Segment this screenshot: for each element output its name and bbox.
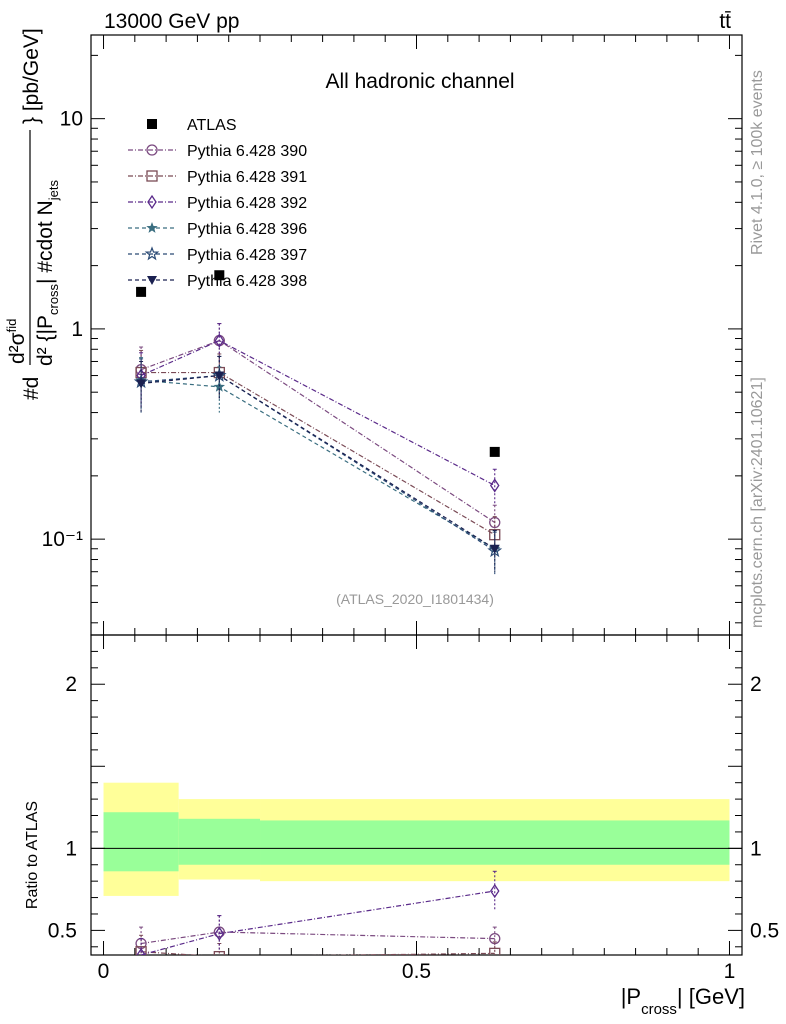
legend-marker — [146, 144, 158, 156]
legend-marker — [147, 276, 157, 285]
series-point — [136, 379, 147, 389]
legend-label: Pythia 6.428 397 — [187, 247, 307, 264]
y-axis-label-lower: Ratio to ATLAS — [24, 801, 41, 909]
ratio-line — [141, 951, 495, 955]
legend-label: Pythia 6.428 398 — [187, 273, 307, 290]
legend-label-atlas: ATLAS — [187, 117, 237, 134]
svg-text:d²σfid: d²σfid — [4, 319, 29, 364]
series-point — [489, 478, 500, 493]
atlas-point — [489, 446, 500, 457]
mcplots-label: mcplots.cern.ch [arXiv:2401.10621] — [749, 377, 766, 628]
y-tick-label-lower-right: 2 — [750, 673, 762, 696]
legend-marker — [146, 170, 158, 182]
legend-marker — [144, 246, 160, 261]
y-tick-label-lower: 0.5 — [48, 919, 77, 942]
legend-marker — [147, 194, 157, 210]
svg-text:} [pb/GeV]: } [pb/GeV] — [20, 28, 43, 124]
ratio-point — [136, 947, 146, 955]
legend-label: Pythia 6.428 391 — [187, 169, 307, 186]
x-tick-label: 0 — [98, 960, 110, 983]
ratio-band-stat — [103, 812, 179, 872]
y-tick-label-lower: 2 — [65, 673, 77, 696]
ratio-point — [489, 947, 501, 955]
series-point — [214, 333, 225, 348]
series-point — [214, 371, 225, 381]
y-tick-label-upper: 10⁻¹ — [42, 528, 83, 551]
series-point — [489, 544, 500, 554]
analysis-tag: (ATLAS_2020_I1801434) — [336, 591, 494, 607]
y-tick-label-upper: 10 — [60, 108, 83, 131]
ratio-point — [214, 926, 225, 941]
legend-label: Pythia 6.428 390 — [187, 143, 307, 160]
chart-title: All hadronic channel — [325, 70, 514, 93]
ratio-series-group — [135, 870, 501, 955]
legend: ATLAS Pythia 6.428 390 Pythia 6.428 391 Pyt… — [128, 117, 307, 290]
series-line — [141, 374, 496, 550]
rivet-version-label: Rivet 4.1.0, ≥ 100k events — [749, 70, 766, 255]
atlas-point — [214, 270, 225, 281]
y-tick-label-lower-right: 1 — [750, 837, 762, 860]
svg-text:d² {|Pcross| #cdot Njets: d² {|Pcross| #cdot Njets — [34, 180, 61, 366]
ratio-bands — [91, 782, 742, 896]
atlas-data-points — [136, 270, 500, 457]
axis-ticks — [91, 35, 742, 955]
series-line — [141, 374, 496, 552]
y-tick-label-upper: 1 — [71, 318, 83, 341]
atlas-point — [136, 286, 147, 297]
legend-label: Pythia 6.428 392 — [187, 195, 307, 212]
y-tick-label-lower: 1 — [65, 837, 77, 860]
header-energy-label: 13000 GeV pp — [104, 10, 239, 33]
x-tick-label: 0.5 — [402, 960, 431, 983]
series-line — [140, 339, 496, 487]
legend-label: Pythia 6.428 396 — [187, 221, 307, 238]
x-tick-label: 1 — [724, 960, 736, 983]
y-tick-label-lower-right: 0.5 — [750, 919, 779, 942]
legend-marker-atlas — [147, 119, 157, 129]
svg-text:#d: #d — [20, 377, 43, 400]
y-axis-label-upper: #d d²σfid d² {|Pcross| #cdot Njets } [pb… — [4, 28, 61, 400]
legend-marker — [146, 222, 158, 233]
upper-series — [133, 323, 503, 575]
ratio-band-stat — [178, 818, 261, 865]
header-process-label: tt̄ — [719, 10, 731, 33]
ratio-band-stat — [260, 820, 730, 865]
axis-tick-labels: 10⁻¹ 1 10 0.5 0.5 1 1 2 2 0 0.5 1 — [42, 108, 780, 983]
ratio-line — [140, 931, 495, 945]
x-axis-label: |Pcross| [GeV] — [621, 984, 745, 1018]
series-line — [140, 339, 496, 523]
series-line — [141, 371, 496, 536]
ratio-series — [135, 870, 501, 955]
ratio-point — [489, 883, 500, 899]
ratio-line — [140, 890, 495, 955]
lower-panel-frame — [90, 634, 743, 956]
